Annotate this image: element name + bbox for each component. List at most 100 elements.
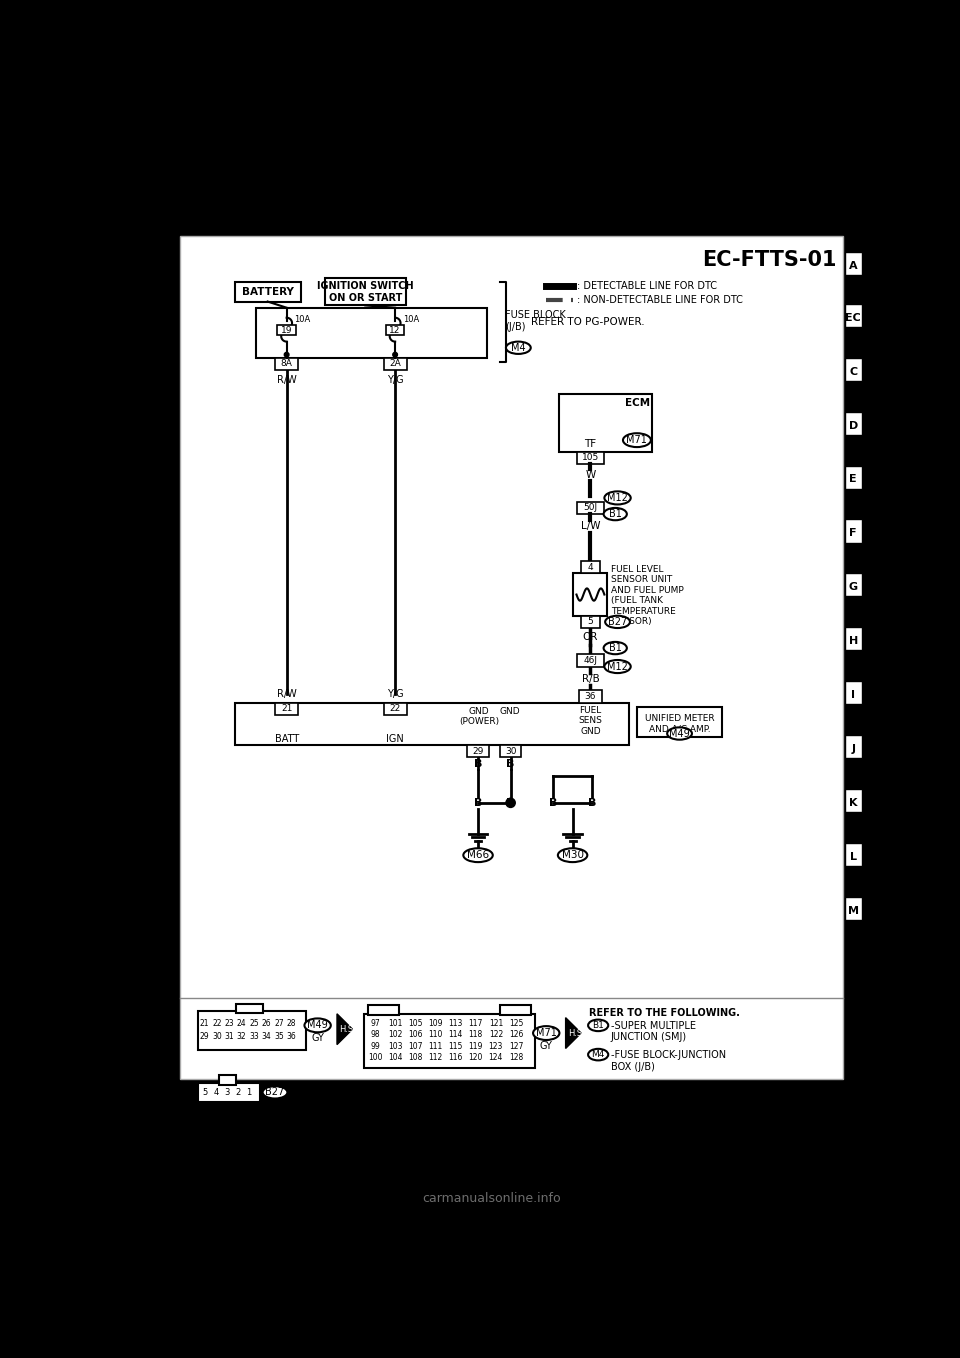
Ellipse shape <box>605 660 631 674</box>
Text: B1: B1 <box>609 509 622 519</box>
Bar <box>845 573 862 596</box>
Text: 36: 36 <box>585 693 596 701</box>
Ellipse shape <box>558 849 588 862</box>
Ellipse shape <box>605 615 630 627</box>
Ellipse shape <box>667 728 692 740</box>
Text: UNIFIED METER
AND A/C AMP.: UNIFIED METER AND A/C AMP. <box>645 714 714 733</box>
Bar <box>573 573 608 615</box>
Text: 33: 33 <box>250 1032 259 1042</box>
Text: 114: 114 <box>448 1031 463 1039</box>
Text: 116: 116 <box>448 1054 463 1062</box>
Text: 124: 124 <box>489 1054 503 1062</box>
Text: J: J <box>852 744 855 754</box>
Text: 123: 123 <box>489 1042 503 1051</box>
Bar <box>500 746 521 758</box>
Text: R/W: R/W <box>276 689 297 699</box>
Bar <box>383 702 407 716</box>
Text: 10A: 10A <box>295 315 311 323</box>
Text: E: E <box>850 474 857 485</box>
Text: Y/G: Y/G <box>387 375 403 384</box>
Text: 128: 128 <box>509 1054 523 1062</box>
Text: Y/G: Y/G <box>387 689 403 699</box>
Bar <box>845 253 862 276</box>
Polygon shape <box>565 1017 581 1048</box>
Bar <box>560 394 653 452</box>
Text: 99: 99 <box>371 1042 380 1051</box>
Text: B27: B27 <box>608 617 627 627</box>
Bar <box>275 702 299 716</box>
Text: B: B <box>507 759 515 770</box>
Bar <box>845 735 862 758</box>
Text: M30: M30 <box>562 850 584 860</box>
Text: : NON-DETECTABLE LINE FOR DTC: : NON-DETECTABLE LINE FOR DTC <box>577 295 743 306</box>
Text: B27: B27 <box>265 1088 284 1097</box>
Text: 103: 103 <box>388 1042 402 1051</box>
Bar <box>577 501 604 515</box>
Text: 112: 112 <box>428 1054 443 1062</box>
Text: 119: 119 <box>468 1042 483 1051</box>
Bar <box>845 896 862 919</box>
Text: 5: 5 <box>203 1088 208 1097</box>
Text: 19: 19 <box>281 326 293 334</box>
Text: 30: 30 <box>505 747 516 756</box>
Text: 21: 21 <box>281 705 292 713</box>
Ellipse shape <box>588 1048 609 1061</box>
Text: FUEL LEVEL
SENSOR UNIT
AND FUEL PUMP
(FUEL TANK
TEMPERATURE
SENSOR): FUEL LEVEL SENSOR UNIT AND FUEL PUMP (FU… <box>612 565 684 626</box>
Ellipse shape <box>533 1027 560 1040</box>
Text: 113: 113 <box>448 1018 463 1028</box>
Ellipse shape <box>464 849 492 862</box>
Text: 12: 12 <box>390 326 401 334</box>
Text: OR: OR <box>583 633 598 642</box>
Ellipse shape <box>623 433 651 447</box>
Text: L: L <box>850 851 856 862</box>
Text: 117: 117 <box>468 1018 483 1028</box>
Text: F: F <box>850 528 857 538</box>
Text: B1: B1 <box>592 1021 604 1029</box>
Text: 23: 23 <box>225 1020 234 1028</box>
Text: 3: 3 <box>225 1088 229 1097</box>
Bar <box>275 357 299 371</box>
Text: EC-FTTS-01: EC-FTTS-01 <box>703 250 837 270</box>
Text: IGNITION SWITCH
ON OR START: IGNITION SWITCH ON OR START <box>317 281 414 303</box>
Text: ECM: ECM <box>625 398 650 407</box>
Bar <box>324 278 406 306</box>
Text: B: B <box>474 759 482 770</box>
Text: REFER TO PG-POWER.: REFER TO PG-POWER. <box>531 316 644 327</box>
Ellipse shape <box>588 1020 609 1031</box>
Text: carmanualsonline.info: carmanualsonline.info <box>422 1192 562 1205</box>
Text: 35: 35 <box>274 1032 284 1042</box>
Text: 25: 25 <box>250 1020 259 1028</box>
Ellipse shape <box>506 342 531 354</box>
Bar <box>581 615 600 627</box>
Text: 109: 109 <box>428 1018 443 1028</box>
Text: 2: 2 <box>235 1088 240 1097</box>
Text: 34: 34 <box>261 1032 272 1042</box>
Bar <box>198 1012 306 1050</box>
Text: FUSE BLOCK
(J/B): FUSE BLOCK (J/B) <box>505 310 566 331</box>
Text: M71: M71 <box>536 1028 557 1038</box>
Text: 36: 36 <box>286 1032 296 1042</box>
Text: 30: 30 <box>212 1032 222 1042</box>
Bar <box>845 789 862 812</box>
Bar <box>845 682 862 705</box>
Text: M71: M71 <box>627 435 647 445</box>
Bar <box>845 627 862 650</box>
Text: B1: B1 <box>609 644 622 653</box>
Text: 22: 22 <box>390 705 400 713</box>
Text: 5: 5 <box>588 618 593 626</box>
Bar <box>500 1005 531 1016</box>
Text: M12: M12 <box>607 661 628 672</box>
Text: 50J: 50J <box>584 504 597 512</box>
Bar <box>845 466 862 489</box>
Bar <box>383 357 407 371</box>
Text: 24: 24 <box>237 1020 247 1028</box>
Text: 98: 98 <box>371 1031 380 1039</box>
Text: 118: 118 <box>468 1031 483 1039</box>
Text: 102: 102 <box>388 1031 402 1039</box>
Text: FUEL
SENS
GND: FUEL SENS GND <box>579 706 602 736</box>
Text: 126: 126 <box>509 1031 523 1039</box>
Text: 8A: 8A <box>280 360 293 368</box>
Polygon shape <box>337 1014 352 1044</box>
Text: 121: 121 <box>489 1018 503 1028</box>
Text: 100: 100 <box>368 1054 382 1062</box>
